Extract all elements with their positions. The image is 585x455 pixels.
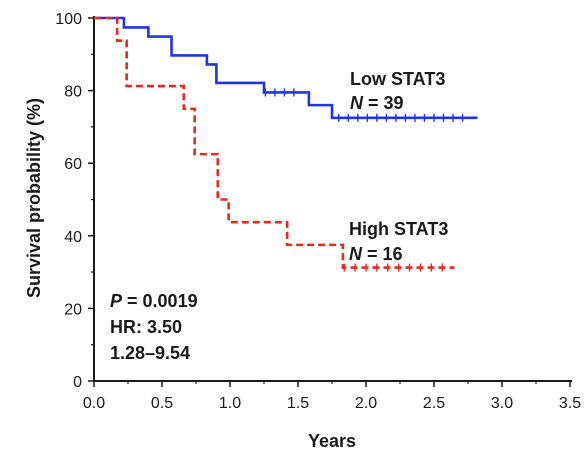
y-tick-label: 40: [64, 229, 82, 246]
low-stat3-label: Low STAT3: [350, 69, 445, 89]
x-tick-label: 0.0: [83, 395, 105, 412]
hazard-ratio: HR: 3.50: [110, 317, 182, 337]
x-tick-label: 1.5: [287, 395, 309, 412]
axes: 0.0 0.5 1.0 1.5 2.0 2.5 3.0 3.5 0 20 40 60 80 100: [55, 11, 581, 412]
series-low-stat3: [94, 16, 478, 122]
y-tick-label: 0: [73, 374, 82, 391]
survival-curve-line: [94, 16, 478, 120]
x-axis-title: Years: [308, 431, 356, 451]
x-tick-label: 1.0: [219, 395, 241, 412]
y-axis-title: Survival probability (%): [24, 98, 44, 298]
y-tick-label: 80: [64, 84, 82, 101]
high-stat3-label: High STAT3: [349, 219, 448, 239]
confidence-interval: 1.28–9.54: [110, 343, 190, 363]
x-tick-label: 2.0: [355, 395, 377, 412]
series-high-stat3: [94, 16, 455, 272]
y-tick-label: 60: [64, 156, 82, 173]
high-stat3-n: N = 16: [349, 244, 403, 264]
y-tick-label: 20: [64, 301, 82, 318]
x-tick-label: 0.5: [151, 395, 173, 412]
x-tick-label: 2.5: [423, 395, 445, 412]
survival-curve-line: [94, 16, 455, 269]
series-layer: [94, 16, 478, 272]
low-stat3-n: N = 39: [350, 93, 404, 113]
y-tick-label: 100: [55, 11, 82, 28]
x-tick-label: 3.5: [559, 395, 581, 412]
p-value: P = 0.0019: [110, 291, 198, 311]
x-tick-label: 3.0: [491, 395, 513, 412]
